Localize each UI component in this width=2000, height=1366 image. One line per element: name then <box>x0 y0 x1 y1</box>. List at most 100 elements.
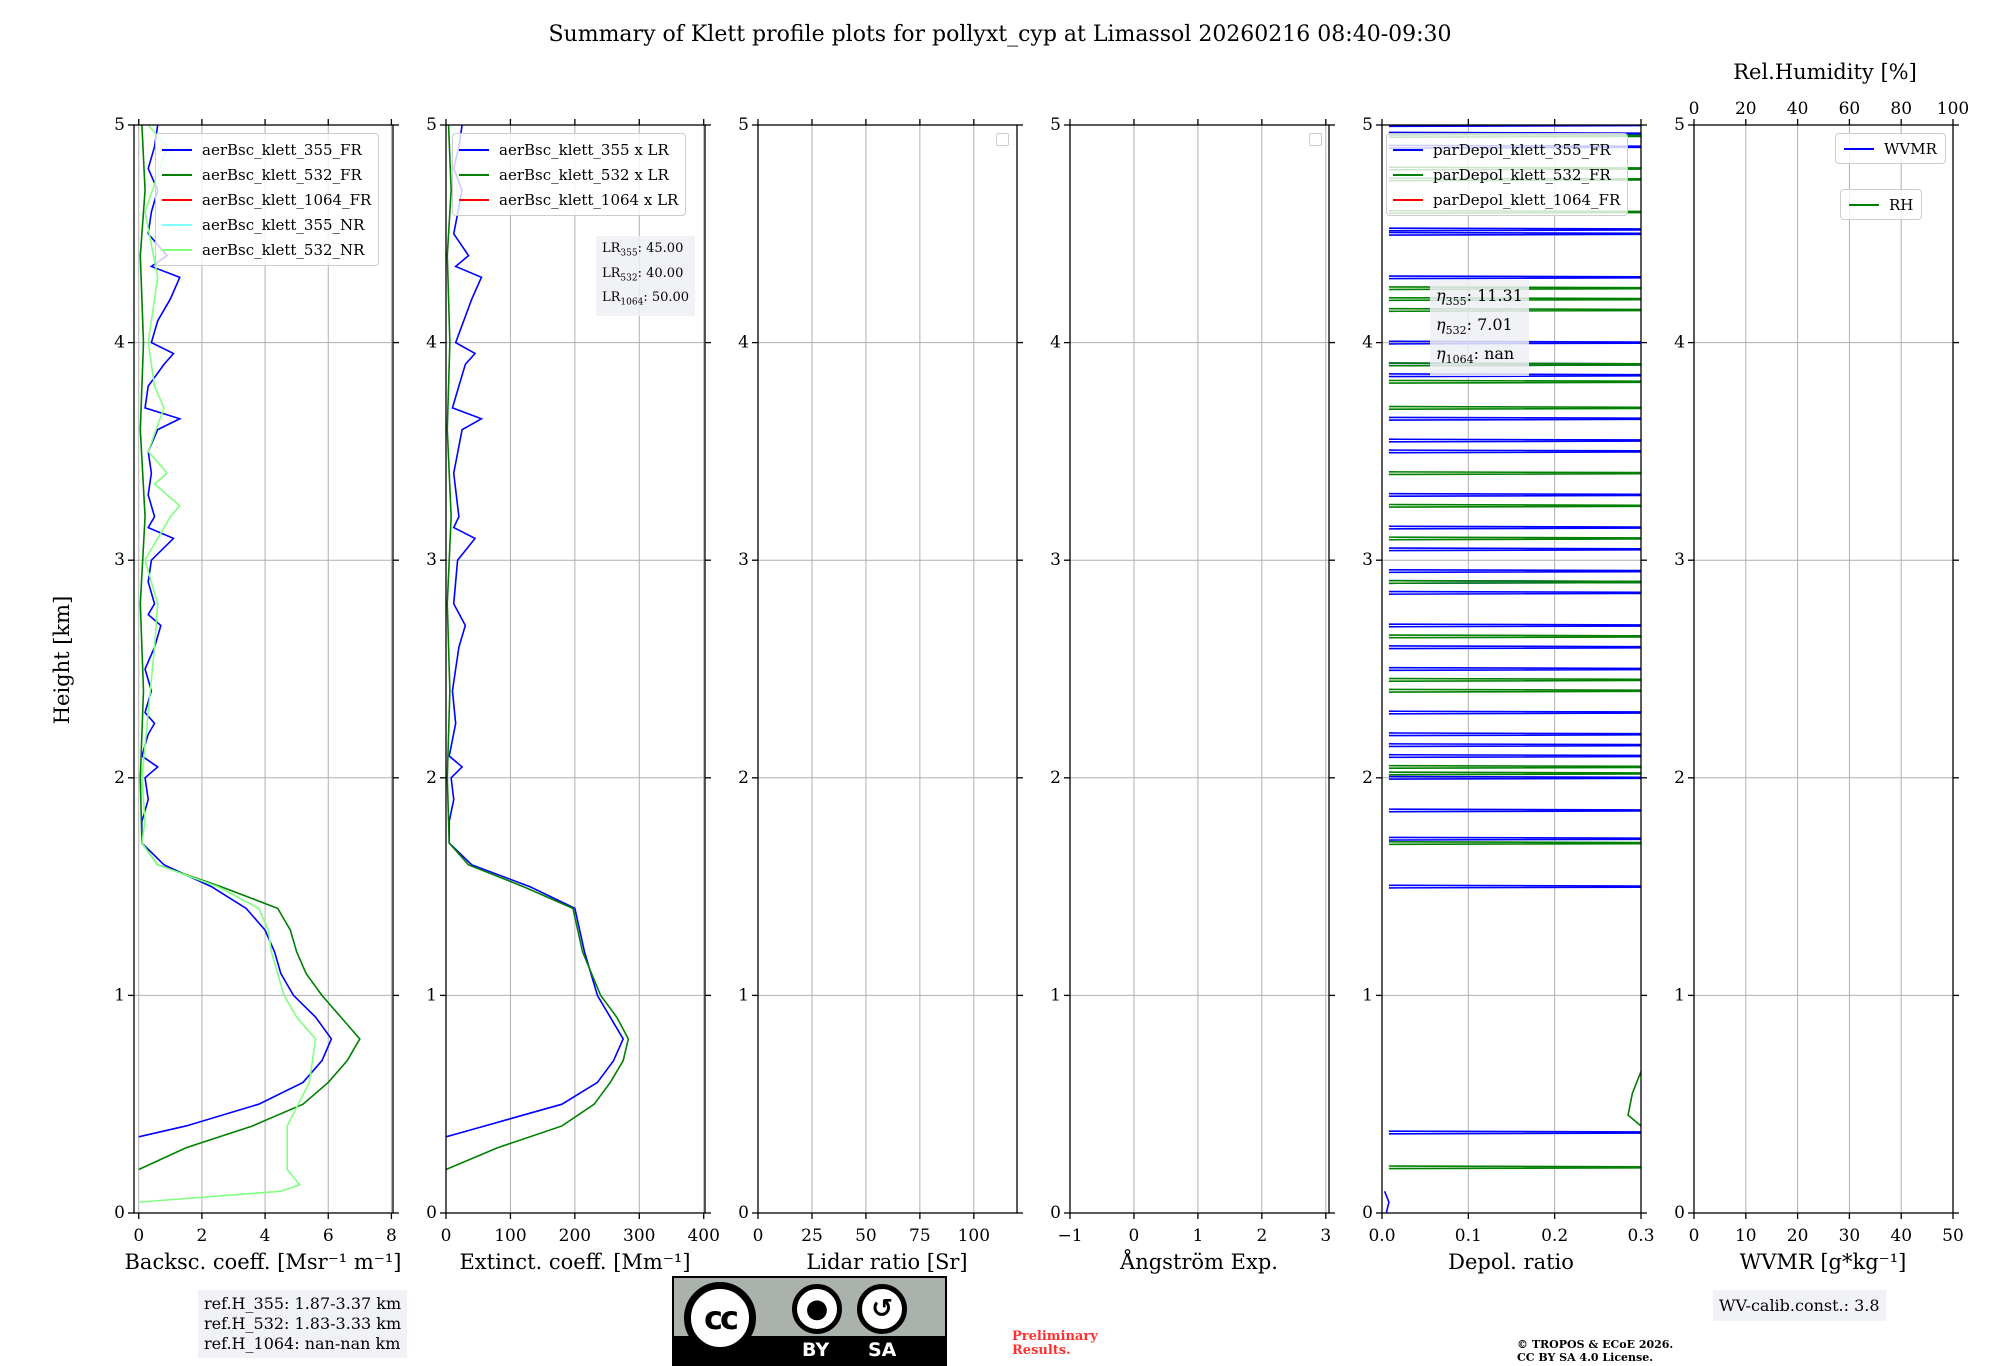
series-spike-parDepol_klett_532_FR <box>1388 536 1641 541</box>
y-tick-label: 0 <box>114 1203 125 1223</box>
legend-wvmr: WVMR <box>1835 133 1946 164</box>
eta-value: 7.01 <box>1477 315 1513 335</box>
panel-3: −1 0 1 2 3 0 1 2 3 4 5 <box>1050 115 1335 1246</box>
y-tick-label: 5 <box>426 115 437 135</box>
legend-swatch <box>1393 198 1423 201</box>
x-tick-label: 6 <box>323 1226 334 1246</box>
series-spike-parDepol_klett_532_FR <box>1388 840 1641 846</box>
x-tick-label: 40 <box>1890 1226 1912 1246</box>
wv-calibration-annotation: WV-calib.const.: 3.8 <box>1713 1290 1886 1321</box>
empty-legend-angstrom <box>1309 133 1322 146</box>
ref-height-355: ref.H_355: 1.87-3.37 km <box>204 1294 402 1313</box>
y-tick-label: 1 <box>738 985 749 1005</box>
axes-frame <box>757 124 1018 1214</box>
series-line-aerBsc_klett_355_FR <box>138 125 333 1138</box>
legend-label: aerBsc_klett_355_NR <box>202 215 365 234</box>
x-tick-label: −1 <box>1057 1226 1082 1246</box>
legend-label: parDepol_klett_1064_FR <box>1433 190 1621 209</box>
legend-label: aerBsc_klett_1064_FR <box>202 190 372 209</box>
series-line-aerBsc_klett_355 x LR <box>446 125 625 1138</box>
y-tick-label: 5 <box>1362 115 1373 135</box>
series-spike-parDepol_klett_355_FR <box>1388 275 1641 280</box>
x-tick-label: 50 <box>1942 1226 1964 1246</box>
y-tick-label: 3 <box>426 550 437 570</box>
lr532-line: LR532: 40.00 <box>602 265 684 284</box>
series-spike-parDepol_klett_532_FR <box>1388 634 1641 639</box>
x-tick-label: 20 <box>1787 1226 1809 1246</box>
legend-entry: aerBsc_klett_355 x LR <box>459 137 678 162</box>
legend-extinction: aerBsc_klett_355 x LR aerBsc_klett_532 x… <box>452 133 687 216</box>
series-spike-parDepol_klett_355_FR <box>1388 623 1641 628</box>
x-tick-label: 0 <box>753 1226 764 1246</box>
x-axis-label-extinction: Extinct. coeff. [Mm⁻¹] <box>459 1250 691 1274</box>
preliminary-note: Preliminary Results. <box>1012 1330 1098 1358</box>
x-tick-label: 0 <box>1689 1226 1700 1246</box>
legend-entry: parDepol_klett_1064_FR <box>1393 187 1620 212</box>
legend-entry: aerBsc_klett_1064_FR <box>162 187 371 212</box>
y-tick-label: 1 <box>114 985 125 1005</box>
x-tick-label: 100 <box>494 1226 526 1246</box>
copyright-note: © TROPOS & ECoE 2026. CC BY SA 4.0 Licens… <box>1517 1338 1673 1364</box>
x-tick-label: 8 <box>386 1226 397 1246</box>
series-spike-parDepol_klett_532_FR <box>1388 286 1641 291</box>
series-spike-parDepol_klett_355_FR <box>1388 547 1641 552</box>
lr1064-line: LR1064: 50.00 <box>602 290 690 308</box>
logo-sa: SA <box>868 1339 897 1361</box>
series-spike-parDepol_klett_355_FR <box>1388 732 1641 737</box>
series-spike-parDepol_klett_355_FR <box>1388 227 1641 232</box>
legend-depol: parDepol_klett_355_FR parDepol_klett_532… <box>1386 133 1629 216</box>
x-tick-label: 400 <box>687 1226 719 1246</box>
series-spike-parDepol_klett_355_FR <box>1388 416 1641 421</box>
eta-label: η <box>1436 315 1446 335</box>
series-line-aerBsc_klett_532_NR <box>138 125 317 1203</box>
series-spike-parDepol_klett_532_FR <box>1388 677 1641 682</box>
axes-frame <box>1381 124 1642 1214</box>
legend-entry: WVMR <box>1844 136 1937 161</box>
prelim-line: Preliminary <box>1012 1329 1098 1344</box>
y-tick-label: 1 <box>426 985 437 1005</box>
x-tick-label: 200 <box>559 1226 591 1246</box>
lr-label: LR <box>602 241 621 256</box>
series-spike-parDepol_klett_532_FR <box>1388 471 1641 476</box>
lr-label: LR <box>602 265 621 281</box>
y-tick-label: 5 <box>114 115 125 135</box>
series-line-parDepol_klett_532_FR <box>1627 1071 1641 1127</box>
series-spike-parDepol_klett_355_FR <box>1388 125 1641 128</box>
x-axis-label-backscatter: Backsc. coeff. [Msr⁻¹ m⁻¹] <box>124 1250 402 1274</box>
x-tick-label: 0 <box>1129 1226 1140 1246</box>
y-tick-label: 1 <box>1674 985 1685 1005</box>
legend-label: WVMR <box>1884 139 1937 158</box>
series-spike-parDepol_klett_532_FR <box>1388 405 1641 410</box>
legend-backscatter: aerBsc_klett_355_FR aerBsc_klett_532_FR … <box>155 133 380 266</box>
y-tick-label: 5 <box>1674 115 1685 135</box>
legend-entry: aerBsc_klett_532_NR <box>162 237 371 262</box>
y-tick-label: 3 <box>738 550 749 570</box>
top-x-tick-label: 0 <box>1689 99 1700 119</box>
series-spike-parDepol_klett_532_FR <box>1388 296 1641 302</box>
legend-entry: parDepol_klett_355_FR <box>1393 137 1620 162</box>
axes-frame <box>1693 124 1954 1214</box>
x-axis-label-wvmr: WVMR [g*kg⁻¹] <box>1739 1250 1907 1274</box>
y-tick-label: 2 <box>738 768 749 788</box>
series-spike-parDepol_klett_532_FR <box>1388 764 1641 770</box>
y-tick-label: 0 <box>1050 1203 1061 1223</box>
legend-entry: aerBsc_klett_532_FR <box>162 162 371 187</box>
top-x-tick-label: 60 <box>1839 99 1861 119</box>
series-spike-parDepol_klett_355_FR <box>1388 525 1641 530</box>
lr355-line: LR355: 45.00 <box>602 241 684 259</box>
eta-sub: 532 <box>1445 324 1467 338</box>
eta-label: η <box>1436 344 1446 364</box>
axes-frame <box>133 124 394 1214</box>
legend-label: parDepol_klett_532_FR <box>1433 165 1611 184</box>
y-tick-label: 4 <box>114 333 125 353</box>
eta-label: η <box>1436 286 1446 305</box>
series-line-parDepol_klett_355_FR <box>1383 1190 1390 1213</box>
eta532-line: η532: 7.01 <box>1436 315 1513 338</box>
x-tick-label: 300 <box>623 1226 655 1246</box>
panel-0: 0 2 4 6 8 0 1 2 3 4 5 <box>114 115 399 1246</box>
axes-frame <box>1069 124 1330 1214</box>
series-spike-parDepol_klett_532_FR <box>1388 379 1641 384</box>
y-tick-label: 0 <box>738 1203 749 1223</box>
legend-swatch <box>1393 148 1423 151</box>
